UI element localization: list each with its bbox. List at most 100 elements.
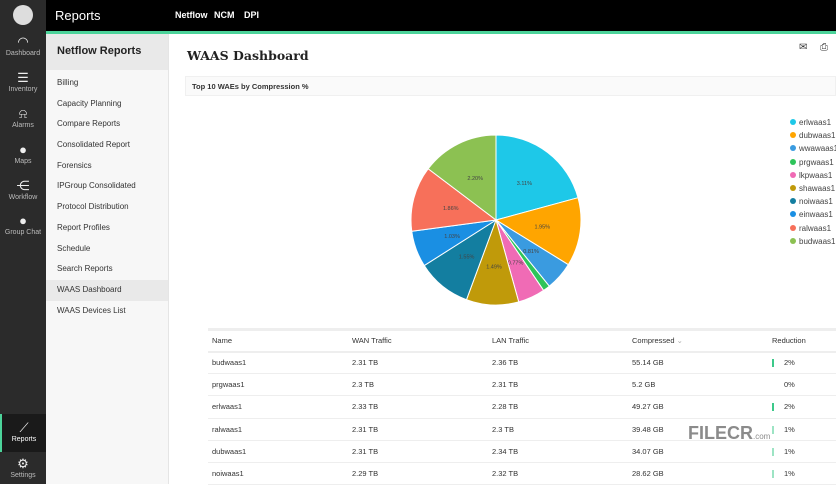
nav-netflow[interactable]: Netflow xyxy=(175,10,208,20)
submenu-item[interactable]: Consolidated Report xyxy=(57,140,130,150)
legend-item[interactable]: noiwaas1 xyxy=(790,197,836,210)
legend-item[interactable]: ralwaas1 xyxy=(790,224,836,237)
reduction-bar xyxy=(772,403,774,412)
table-row[interactable]: budwaas1 2.31 TB 2.36 TB 55.14 GB 2% xyxy=(208,351,836,375)
rail-settings[interactable]: ⚙ Settings xyxy=(0,456,46,479)
table-cell: 2.32 TB xyxy=(488,462,628,485)
column-header[interactable]: Name xyxy=(208,328,348,353)
submenu-item[interactable]: Billing xyxy=(57,78,79,87)
legend-dot-icon xyxy=(790,184,796,191)
submenu-item[interactable]: Search Reports xyxy=(57,264,113,274)
legend-item[interactable]: budwaas1 xyxy=(790,237,836,250)
email-icon[interactable]: ✉ xyxy=(799,42,808,53)
legend-item[interactable]: einwaas1 xyxy=(790,210,836,223)
table-cell: 49.27 GB xyxy=(628,395,768,419)
pie-label: 3.11% xyxy=(517,181,532,187)
submenu-item[interactable]: Compare Reports xyxy=(57,119,121,129)
column-header[interactable]: LAN Traffic xyxy=(488,328,628,353)
pie-slice-ralwaas1[interactable] xyxy=(410,168,498,232)
pdf-icon[interactable]: ⎙ xyxy=(820,42,828,53)
table-cell: 34.07 GB xyxy=(628,440,768,463)
submenu-item[interactable]: Forensics xyxy=(57,160,92,170)
reduction-bar xyxy=(772,381,774,389)
table-cell: 0% xyxy=(768,373,836,397)
table-cell: 5.2 GB xyxy=(628,373,768,397)
user-avatar[interactable] xyxy=(13,5,33,25)
pie-label: 2.20% xyxy=(467,176,483,182)
nav-ncm[interactable]: NCM xyxy=(214,10,235,20)
gear-icon: ⚙ xyxy=(17,456,29,471)
legend-dot-icon xyxy=(790,171,796,178)
table-cell: erlwaas1 xyxy=(208,395,348,419)
pie-label: 1.49% xyxy=(486,265,502,271)
submenu-item[interactable]: WAAS Dashboard xyxy=(46,279,168,301)
legend-item[interactable]: wwawaas1 xyxy=(790,144,836,157)
legend-dot-icon xyxy=(790,119,796,125)
submenu-item[interactable]: Report Profiles xyxy=(57,222,110,232)
chart-icon: ⟋ xyxy=(19,420,29,435)
legend-dot-icon xyxy=(790,224,796,231)
rail-group-chat[interactable]: ● Group Chat xyxy=(0,213,46,236)
rail-alarms[interactable]: ⍾ Alarms xyxy=(0,106,46,129)
rail-maps[interactable]: ● Maps xyxy=(0,142,46,165)
table-cell: 39.48 GB xyxy=(628,418,768,441)
rail-reports[interactable]: ⟋ Reports xyxy=(0,414,46,452)
legend-item[interactable]: prgwaas1 xyxy=(790,158,836,171)
pie-label: 0.77% xyxy=(508,260,524,266)
legend-item[interactable]: dubwaas1 xyxy=(790,131,836,144)
chat-icon: ● xyxy=(19,213,27,228)
rail-workflow[interactable]: ⋲ Workflow xyxy=(0,178,46,201)
submenu-item[interactable]: Protocol Distribution xyxy=(57,202,129,212)
legend-dot-icon xyxy=(790,211,796,218)
submenu-item[interactable]: Schedule xyxy=(57,243,91,253)
reduction-bar xyxy=(772,359,774,368)
pie-slice-erlwaas1[interactable] xyxy=(495,134,579,221)
table-cell: 2.34 TB xyxy=(488,440,628,463)
table-row[interactable]: ralwaas1 2.31 TB 2.3 TB 39.48 GB 1% xyxy=(208,418,836,441)
submenu-item[interactable]: IPGroup Consolidated xyxy=(57,181,136,191)
alarm-icon: ⍾ xyxy=(18,106,28,121)
table-cell: 2.3 TB xyxy=(488,418,628,441)
legend-label: dubwaas1 xyxy=(799,131,836,141)
column-header[interactable]: WAN Traffic xyxy=(348,328,488,353)
table-cell: 2.29 TB xyxy=(348,462,488,485)
pie-chart: 3.11% 1.95% 0.81% 0.77% 1.49% 1.55% 1.03% 1.86%… xyxy=(410,134,582,306)
nav-dpi[interactable]: DPI xyxy=(244,10,260,20)
table-cell: ralwaas1 xyxy=(208,418,348,441)
submenu-item[interactable]: Capacity Planning xyxy=(57,98,122,108)
legend-label: erlwaas1 xyxy=(799,118,832,127)
table-cell: 2% xyxy=(768,395,836,419)
app-title: Reports xyxy=(55,8,101,23)
rail-dashboard[interactable]: ◠ Dashboard xyxy=(0,34,46,57)
main-content: WAAS Dashboard ✉ ⎙ Top 10 WAEs by Compre… xyxy=(170,34,836,485)
table-row[interactable]: noiwaas1 2.29 TB 2.32 TB 28.62 GB 1% xyxy=(208,462,836,485)
pie-label: 0.81% xyxy=(523,249,539,255)
legend-label: prgwaas1 xyxy=(799,157,834,167)
pie-label: 1.86% xyxy=(443,206,459,212)
pie-slice-dubwaas1[interactable] xyxy=(494,197,582,266)
rail-inventory[interactable]: ☰ Inventory xyxy=(0,70,46,93)
legend-label: noiwaas1 xyxy=(799,197,833,207)
table-cell: budwaas1 xyxy=(208,351,348,375)
table-cell: 2% xyxy=(768,351,836,375)
legend-label: ralwaas1 xyxy=(799,223,832,233)
panel-title: Top 10 WAEs by Compression % xyxy=(185,76,836,96)
legend-item[interactable]: lkpwaas1 xyxy=(790,171,836,184)
submenu-item[interactable]: WAAS Devices List xyxy=(57,305,126,315)
legend-dot-icon xyxy=(790,158,796,165)
watermark: FILECR.com xyxy=(688,423,771,443)
top-bar: Reports Netflow NCM DPI xyxy=(46,0,836,34)
table-row[interactable]: prgwaas1 2.3 TB 2.31 TB 5.2 GB 0% xyxy=(208,373,836,397)
table-row[interactable]: erlwaas1 2.33 TB 2.28 TB 49.27 GB 2% xyxy=(208,395,836,419)
legend-label: einwaas1 xyxy=(799,210,833,220)
column-header[interactable]: Compressed ⌄ xyxy=(628,328,768,353)
column-header[interactable]: Reduction xyxy=(768,328,836,353)
table-cell: prgwaas1 xyxy=(208,373,348,397)
legend-item[interactable]: shawaas1 xyxy=(790,184,836,197)
table-row[interactable]: dubwaas1 2.31 TB 2.34 TB 34.07 GB 1% xyxy=(208,440,836,463)
pie-label: 1.55% xyxy=(459,254,475,260)
chart-legend: erlwaas1 dubwaas1 wwawaas1 prgwaas1 lkpwaas1… xyxy=(790,118,836,250)
sort-icon[interactable]: ⌄ xyxy=(674,336,683,346)
pie-slice-budwaas1[interactable] xyxy=(427,134,497,222)
legend-item[interactable]: erlwaas1 xyxy=(790,118,836,131)
